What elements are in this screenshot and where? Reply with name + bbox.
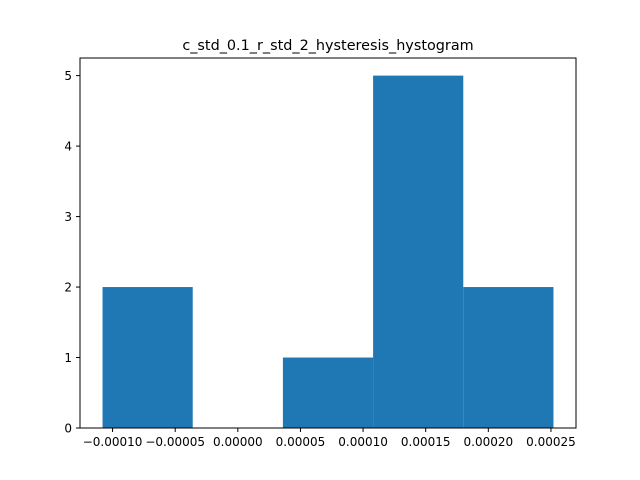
y-tick-label: 5 [64,69,72,83]
histogram-bar-5 [463,287,554,428]
x-tick-label: −0.00005 [145,435,205,449]
x-tick-label: 0.00015 [401,435,451,449]
y-tick-label: 1 [64,351,72,365]
y-tick-label: 0 [64,422,72,436]
x-tick-label: 0.00005 [276,435,326,449]
x-tick-label: −0.00010 [83,435,143,449]
x-tick-label: 0.00010 [338,435,388,449]
x-tick-label: 0.00020 [464,435,514,449]
y-tick-label: 2 [64,281,72,295]
chart-title: c_std_0.1_r_std_2_hysteresis_hystogram [182,38,473,54]
x-axis-ticks: −0.00010 −0.00005 0.00000 0.00005 0.00010 0.0… [83,428,576,449]
bars-group [102,75,554,428]
x-tick-label: 0.00000 [213,435,263,449]
y-tick-label: 4 [64,140,72,154]
y-tick-label: 3 [64,210,72,224]
y-axis-ticks: 0 1 2 3 4 5 [64,69,80,436]
plot-frame [79,57,577,429]
histogram-bar-4 [373,75,464,428]
histogram-bar-1 [102,287,193,428]
histogram-bar-3 [282,357,374,428]
x-tick-label: 0.00025 [526,435,576,449]
